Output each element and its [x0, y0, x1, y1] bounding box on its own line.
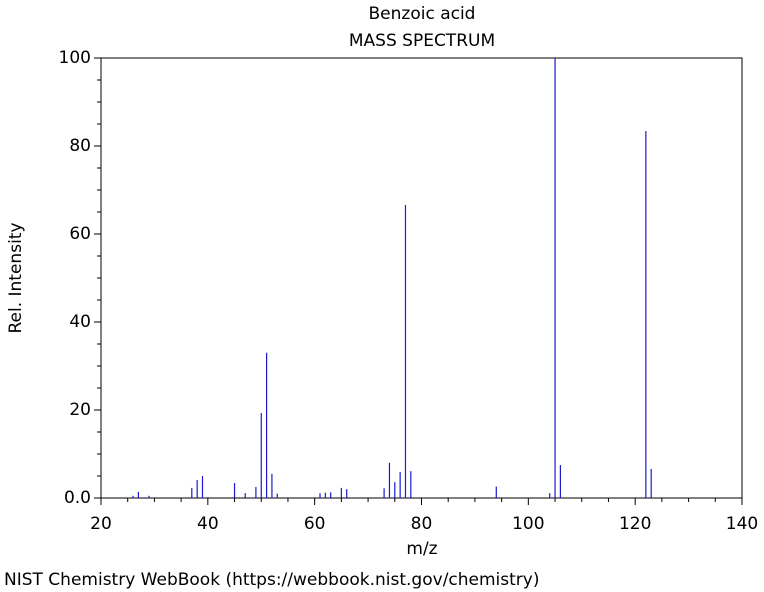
y-tick-label: 80 — [69, 136, 91, 156]
chart-title: Benzoic acid — [369, 4, 476, 24]
x-axis-label: m/z — [406, 539, 437, 559]
x-tick-label: 140 — [726, 514, 758, 534]
x-tick-label: 120 — [619, 514, 651, 534]
chart-subtitle: MASS SPECTRUM — [349, 31, 495, 51]
y-tick-label: 20 — [69, 400, 91, 420]
source-note: NIST Chemistry WebBook (https://webbook.… — [4, 570, 539, 590]
y-tick-label: 100 — [59, 48, 91, 68]
x-tick-label: 100 — [512, 514, 544, 534]
y-tick-label: 0.0 — [64, 488, 91, 508]
x-tick-label: 60 — [304, 514, 326, 534]
y-axis-label: Rel. Intensity — [6, 222, 26, 333]
y-tick-label: 60 — [69, 224, 91, 244]
y-tick-label: 40 — [69, 312, 91, 332]
x-tick-label: 80 — [411, 514, 433, 534]
x-tick-label: 20 — [90, 514, 112, 534]
x-tick-label: 40 — [197, 514, 219, 534]
